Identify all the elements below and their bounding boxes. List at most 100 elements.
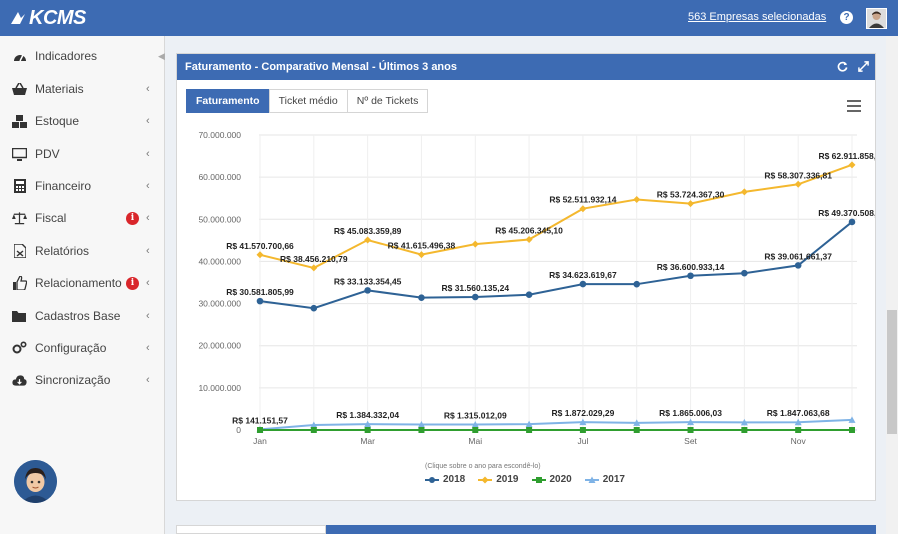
sidebar-item-label: Fiscal (35, 211, 67, 225)
y-tick-label: 40.000.000 (198, 256, 241, 266)
point-2017 (471, 420, 479, 428)
help-icon[interactable]: ? (840, 11, 853, 24)
sidebar-item-pdv[interactable]: PDV ‹ (0, 138, 165, 170)
next-panel-tab[interactable] (176, 525, 326, 534)
point-2018 (848, 218, 856, 226)
legend-swatch-icon (584, 476, 599, 484)
point-2020 (579, 427, 586, 433)
series-line-2017 (259, 418, 853, 431)
sidebar-item-label: PDV (35, 147, 60, 161)
sidebar-item-financeiro[interactable]: Financeiro ‹ (0, 170, 165, 202)
chevron-left-icon: ‹ (146, 374, 150, 386)
y-tick-label: 50.000.000 (198, 214, 241, 224)
legend-item-2017[interactable]: 2017 (584, 474, 625, 485)
page-scrollbar[interactable] (886, 36, 898, 534)
series-line-2018 (259, 221, 853, 310)
billing-panel: Faturamento - Comparativo Mensal - Últim… (176, 53, 876, 501)
chevron-left-icon: ‹ (146, 245, 150, 257)
sidebar-item-label: Configuração (35, 341, 107, 355)
data-label-2019: R$ 58.307.336,81 (764, 170, 832, 180)
legend-swatch-icon (478, 476, 493, 484)
x-tick-label: Mar (360, 436, 375, 446)
sidebar-item-label: Financeiro (35, 179, 92, 193)
sidebar-item-indicadores[interactable]: Indicadores ◀ (0, 40, 165, 72)
point-2018 (256, 297, 264, 305)
legend-item-2019[interactable]: 2019 (478, 474, 519, 485)
logo-text: KCMS (29, 6, 86, 29)
panel-header: Faturamento - Comparativo Mensal - Últim… (177, 54, 875, 80)
point-2017 (364, 420, 372, 428)
legend-item-2018[interactable]: 2018 (425, 474, 465, 485)
x-tick-label: Jul (577, 436, 588, 446)
chevron-left-icon: ‹ (146, 212, 150, 224)
point-2020 (257, 427, 263, 433)
chevron-left-icon: ‹ (146, 310, 150, 322)
sidebar-item-label: Relatórios (35, 244, 90, 258)
point-2017 (848, 416, 856, 423)
chart-legend: 2018 2019 2020 2017 (425, 474, 638, 485)
tab-ticket-medio[interactable]: Ticket médio (268, 89, 348, 113)
point-2019 (848, 161, 856, 169)
point-2019 (364, 236, 372, 244)
point-2018 (364, 287, 371, 294)
point-2019 (417, 251, 425, 259)
logo-mark-icon (11, 12, 25, 24)
cloud-icon (12, 373, 27, 388)
point-2019 (633, 195, 641, 203)
sidebar-item-fiscal[interactable]: Fiscal i ‹ (0, 202, 165, 234)
point-2017 (687, 418, 695, 426)
data-label-2019: R$ 41.615.496,38 (388, 241, 456, 251)
folder-icon (12, 309, 27, 324)
data-label-2018: R$ 33.133.354,45 (334, 276, 402, 286)
point-2017 (740, 418, 748, 426)
legend-label: 2019 (496, 474, 519, 485)
refresh-icon[interactable] (836, 60, 849, 73)
legend-swatch-icon (425, 476, 439, 484)
data-label-2019: R$ 45.083.359,89 (334, 226, 402, 236)
point-2020 (364, 427, 371, 433)
tab-numero-tickets[interactable]: Nº de Tickets (346, 89, 429, 113)
chevron-left-icon: ‹ (146, 115, 150, 127)
alert-info-icon: i (126, 211, 139, 225)
dashboard-icon (12, 49, 27, 64)
sidebar-item-relatorios[interactable]: Relatórios ‹ (0, 235, 165, 267)
chevron-left-icon: ‹ (146, 277, 150, 289)
x-tick-label: Set (684, 436, 697, 446)
chevron-left-icon: ‹ (146, 180, 150, 192)
data-label-2017: R$ 1.315.012,09 (444, 410, 507, 420)
point-2017 (633, 419, 641, 426)
data-label-2019: R$ 41.570.700,66 (226, 241, 294, 251)
sidebar-item-label: Cadastros Base (35, 309, 121, 323)
sidebar-item-cadastros-base[interactable]: Cadastros Base ‹ (0, 300, 165, 332)
kcms-logo[interactable]: KCMS (10, 7, 86, 29)
data-label-2019: R$ 52.511.932,14 (549, 195, 616, 205)
data-label-2019: R$ 53.724.367,30 (657, 190, 725, 200)
expand-icon[interactable] (857, 60, 870, 73)
point-2018 (687, 272, 694, 280)
selected-companies-link[interactable]: 563 Empresas selecionadas (688, 11, 827, 23)
scrollbar-thumb[interactable] (887, 310, 897, 434)
point-2020 (741, 427, 748, 433)
legend-item-2020[interactable]: 2020 (531, 474, 572, 485)
data-label-2017: R$ 1.865.006,03 (659, 408, 722, 418)
chart-tabs: Faturamento Ticket médio Nº de Tickets (186, 89, 429, 113)
basket-icon (12, 82, 27, 97)
series-line-2019 (259, 163, 853, 269)
sidebar-item-materiais[interactable]: Materiais ‹ (0, 73, 165, 105)
sidebar-item-configuracao[interactable]: Configuração ‹ (0, 332, 165, 364)
sidebar-item-sincronizacao[interactable]: Sincronização ‹ (0, 364, 165, 396)
chevron-left-icon: ‹ (146, 148, 150, 160)
sidebar-item-label: Relacionamento (35, 276, 122, 290)
x-tick-label: Jan (253, 436, 267, 446)
sidebar: Indicadores ◀ Materiais ‹ Estoque ‹ PDV ‹ Financ… (0, 36, 165, 534)
point-2020 (687, 427, 694, 433)
thumbs-up-icon (12, 276, 27, 291)
user-avatar[interactable] (866, 8, 887, 29)
tab-faturamento[interactable]: Faturamento (186, 89, 270, 113)
sidebar-item-relacionamento[interactable]: Relacionamento i ‹ (0, 267, 165, 299)
sidebar-item-estoque[interactable]: Estoque ‹ (0, 105, 165, 137)
sidebar-item-label: Indicadores (35, 49, 98, 63)
assistant-avatar[interactable] (14, 460, 57, 503)
chart-menu-icon[interactable] (847, 100, 861, 112)
point-2019 (310, 264, 318, 272)
